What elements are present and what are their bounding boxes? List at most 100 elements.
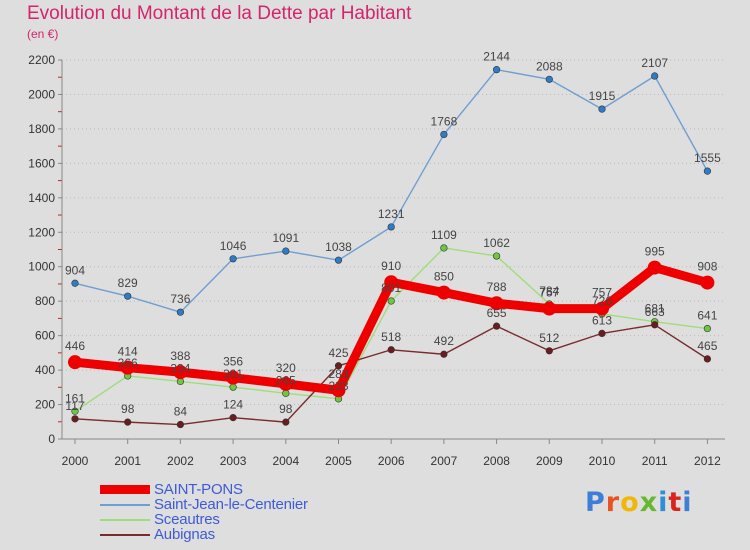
data-label: 117 bbox=[65, 399, 84, 413]
y-tick-label: 1200 bbox=[28, 225, 55, 239]
data-label: 1915 bbox=[589, 89, 616, 103]
gridlines bbox=[62, 59, 725, 406]
data-label: 736 bbox=[170, 292, 190, 306]
data-label: 910 bbox=[381, 259, 401, 273]
logo-letter: P bbox=[585, 487, 606, 518]
x-tick-label: 2003 bbox=[220, 454, 247, 468]
data-label: 414 bbox=[118, 345, 138, 359]
data-label: 663 bbox=[645, 305, 665, 319]
data-point bbox=[278, 376, 293, 391]
data-label: 161 bbox=[65, 391, 85, 405]
data-label: 425 bbox=[328, 346, 348, 360]
line-chart: 0 200 400 600 800 1000 1200 1400 1600 1800 2000 220… bbox=[28, 50, 725, 468]
x-tick-label: 2005 bbox=[325, 454, 352, 468]
logo-letter: t bbox=[668, 487, 683, 518]
legend-swatch bbox=[100, 533, 150, 536]
data-label: 446 bbox=[65, 339, 85, 353]
data-point bbox=[173, 365, 188, 380]
x-tick-label: 2011 bbox=[642, 454, 668, 468]
data-label: 904 bbox=[65, 263, 85, 277]
data-label: 681 bbox=[645, 302, 665, 316]
legend-label: Sceautres bbox=[154, 511, 220, 528]
data-label: 334 bbox=[170, 361, 190, 375]
x-tick-label: 2007 bbox=[431, 454, 458, 468]
x-tick-label: 2008 bbox=[483, 454, 510, 468]
y-tick-label: 1000 bbox=[28, 260, 55, 274]
data-label: 265 bbox=[276, 373, 296, 387]
y-tick-label: 1800 bbox=[28, 122, 55, 136]
data-point bbox=[493, 252, 501, 260]
x-tick-label: 2004 bbox=[272, 454, 299, 468]
data-label: 757 bbox=[592, 286, 612, 300]
axes: 0 200 400 600 800 1000 1200 1400 1600 1800 2000 220… bbox=[28, 53, 725, 468]
data-point bbox=[489, 296, 504, 311]
data-label: 613 bbox=[592, 313, 612, 327]
data-point bbox=[331, 383, 346, 398]
data-point bbox=[68, 355, 82, 370]
data-point bbox=[334, 362, 343, 370]
data-label: 850 bbox=[434, 270, 454, 284]
chart-subtitle: (en €) bbox=[27, 27, 59, 41]
y-tick-label: 400 bbox=[35, 363, 55, 377]
y-tick-label: 1400 bbox=[28, 191, 55, 205]
data-label: 757 bbox=[539, 286, 559, 300]
data-point bbox=[545, 75, 553, 83]
data-label: 1062 bbox=[483, 236, 510, 250]
data-label: 995 bbox=[645, 245, 665, 259]
data-point bbox=[229, 255, 237, 263]
data-point bbox=[598, 329, 606, 337]
logo-letter: r bbox=[605, 487, 621, 518]
data-point bbox=[493, 322, 501, 330]
data-point bbox=[493, 66, 501, 74]
y-tick-label: 2200 bbox=[28, 53, 55, 67]
data-point bbox=[595, 301, 609, 316]
y-tick-label: 800 bbox=[35, 294, 55, 308]
data-label: 124 bbox=[223, 398, 243, 412]
legend-swatch bbox=[100, 518, 150, 521]
data-label: 655 bbox=[487, 306, 507, 320]
data-point bbox=[71, 415, 79, 423]
data-label: 726 bbox=[592, 294, 612, 308]
y-tick-label: 600 bbox=[35, 329, 55, 343]
data-point bbox=[598, 105, 606, 113]
data-label: 801 bbox=[381, 281, 401, 295]
data-point bbox=[226, 370, 241, 385]
data-point bbox=[229, 414, 237, 422]
data-point bbox=[440, 130, 448, 139]
legend-swatch bbox=[100, 503, 150, 506]
data-point bbox=[282, 389, 290, 397]
legend-label: SAINT-PONS bbox=[154, 481, 243, 498]
logo-letter: x bbox=[639, 487, 659, 518]
data-point bbox=[703, 355, 712, 363]
data-point bbox=[71, 279, 79, 287]
proxiti-logo: Proxiti bbox=[585, 487, 693, 518]
data-point bbox=[700, 275, 715, 290]
data-label: 465 bbox=[697, 339, 717, 353]
x-tick-label: 2002 bbox=[167, 454, 194, 468]
data-label: 1038 bbox=[325, 240, 352, 254]
y-tick-label: 2000 bbox=[28, 87, 55, 101]
data-label: 788 bbox=[487, 280, 507, 294]
series-layer bbox=[68, 66, 715, 429]
data-label: 1768 bbox=[431, 114, 458, 128]
logo-letter: i bbox=[658, 487, 669, 518]
data-label: 84 bbox=[174, 405, 188, 419]
data-label: 1091 bbox=[272, 231, 299, 245]
data-label: 301 bbox=[223, 367, 243, 381]
data-label: 829 bbox=[118, 276, 138, 290]
data-point bbox=[436, 285, 451, 300]
data-point bbox=[334, 256, 343, 264]
data-point bbox=[440, 244, 448, 252]
data-label: 1046 bbox=[220, 239, 247, 253]
data-point bbox=[71, 407, 79, 415]
data-label: 233 bbox=[328, 379, 348, 393]
data-point bbox=[703, 167, 712, 175]
data-point bbox=[545, 347, 553, 355]
data-label: 492 bbox=[434, 334, 454, 348]
data-label: 2088 bbox=[536, 59, 563, 73]
data-point bbox=[440, 350, 448, 358]
data-label: 784 bbox=[539, 284, 559, 298]
data-point bbox=[124, 292, 132, 300]
legend-label: Aubignas bbox=[154, 526, 215, 543]
y-tick-label: 0 bbox=[48, 432, 55, 446]
